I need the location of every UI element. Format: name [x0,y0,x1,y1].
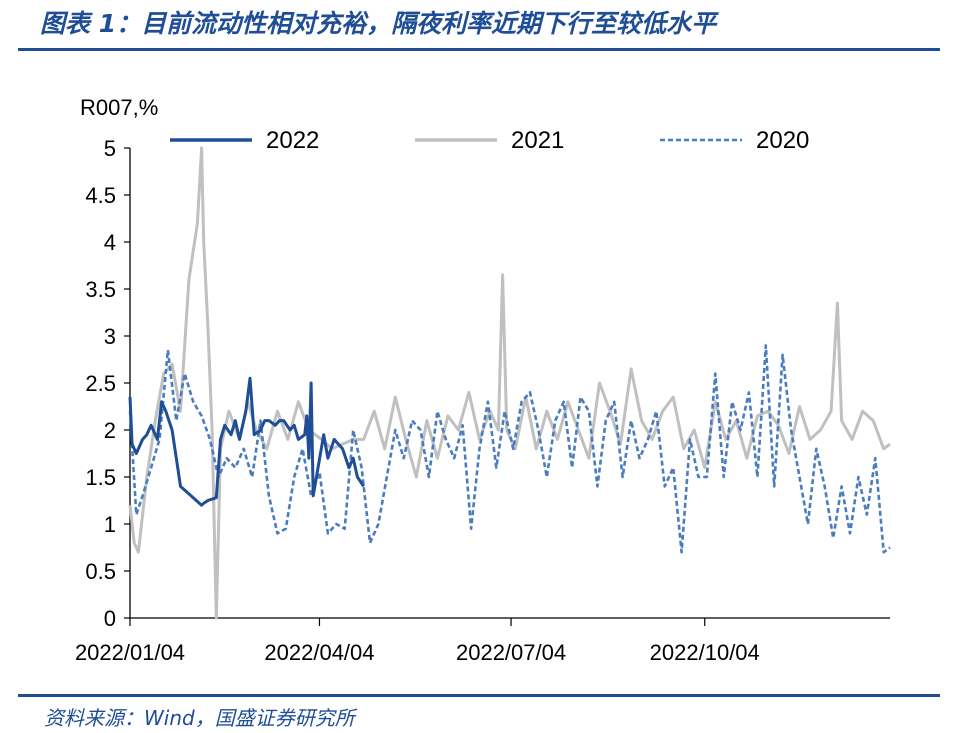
bottom-divider [18,694,940,697]
y-tick-label: 2 [104,418,116,443]
x-tick-label: 2022/04/04 [264,640,374,665]
chart-series [128,146,891,620]
series-line-2021 [128,146,891,620]
y-tick-label: 0.5 [85,559,116,584]
chart-axes: 0 0.5 1 1.5 2 2.5 3 3.5 4 4.5 5 2022/01/04 2022/04/0… [75,136,890,665]
legend-label-2020: 2020 [756,127,809,154]
y-tick-label: 5 [104,136,116,161]
y-tick-label: 0 [104,606,116,631]
y-tick-label: 1 [104,512,116,537]
chart-title: 图表 1：目前流动性相对充裕，隔夜利率近期下行至较低水平 [40,9,717,38]
y-tick-label: 4.5 [85,183,116,208]
legend-label-2021: 2021 [511,127,564,154]
series-line-2020 [128,344,891,554]
x-tick-label: 2022/07/04 [456,640,566,665]
legend-label-2022: 2022 [266,127,319,154]
y-axis-label: R007,% [80,95,158,120]
line-chart: 0 0.5 1 1.5 2 2.5 3 3.5 4 4.5 5 2022/01/04 2022/04/0… [75,95,891,665]
series-line-2022 [128,376,365,507]
top-divider [18,48,940,51]
y-tick-label: 3 [104,324,116,349]
y-tick-label: 3.5 [85,277,116,302]
x-tick-label: 2022/10/04 [650,640,760,665]
y-tick-label: 1.5 [85,465,116,490]
y-tick-label: 4 [104,230,116,255]
y-tick-label: 2.5 [85,371,116,396]
source-note: 资料来源：Wind，国盛证券研究所 [44,706,355,730]
chart-legend: 2022 2021 2020 [170,127,809,154]
x-tick-label: 2022/01/04 [75,640,185,665]
